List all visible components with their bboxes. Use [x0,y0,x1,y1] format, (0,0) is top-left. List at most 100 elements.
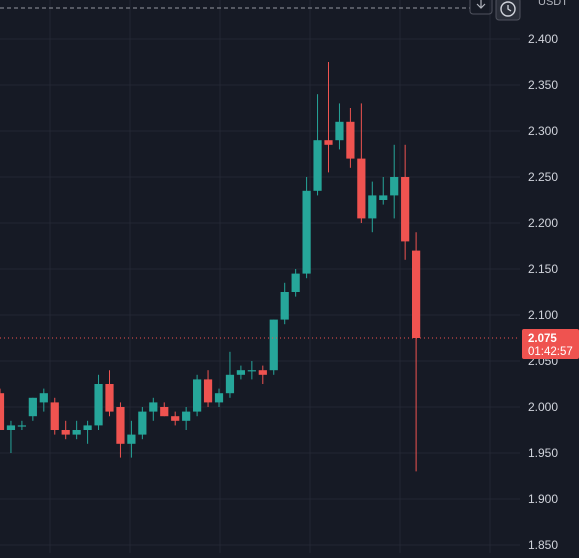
candle-body [149,402,158,412]
candle-up [269,319,278,375]
candle-down [401,144,410,260]
candle-up [127,420,136,458]
candle-up [193,374,202,417]
candle-body [280,292,289,320]
candle-down [0,388,5,430]
candle-body [171,416,180,421]
candle-body [313,140,322,191]
price-tick-label: 2.000 [528,400,558,414]
candle-down [105,370,114,417]
price-tick-label: 2.200 [528,216,558,230]
candle-body [302,190,311,274]
candle-body [258,370,267,375]
candle-body [6,425,16,430]
candle-body [83,425,92,430]
candle-body [291,273,300,292]
candle-up [6,420,16,453]
candle-down [357,103,366,223]
candle-up [236,365,245,380]
candle-body [105,384,114,412]
candle-body [160,407,169,417]
candle-body [39,393,48,403]
clock-button-frame [495,0,521,21]
countdown-label: 01:42:57 [528,346,573,358]
candle-up [138,407,147,440]
candle-body [412,250,421,338]
candle-down [203,370,213,407]
price-tick-label: 2.100 [528,308,558,322]
candle-body [61,430,70,435]
arrow-down-glyph [476,0,486,9]
candle-body [269,319,278,371]
candle-up [302,177,311,279]
clock-icon[interactable] [495,0,521,21]
currency-label: USDT [538,0,568,8]
candle-down [171,411,180,426]
candle-body [368,195,377,219]
candle-up [28,397,37,421]
candle-down [324,62,333,173]
candle-down [412,232,421,472]
candle-body [193,379,202,412]
candle-up [313,94,322,196]
arrow-button-frame [469,0,493,15]
candle-up [182,407,191,430]
price-tick-label: 2.400 [528,32,558,46]
price-axis[interactable]: 2.4002.3502.3002.2502.2002.1502.1002.050… [520,0,579,553]
candle-down [116,402,125,458]
candle-body [182,411,191,421]
candle-down [61,420,70,440]
candle-up [225,351,235,398]
candle-body [127,434,136,444]
price-tick-label: 2.250 [528,170,558,184]
arrow-down-icon[interactable] [469,0,493,15]
candle-body [214,393,224,403]
grid [0,0,520,553]
candle-body [390,177,399,196]
price-tick-label: 2.300 [528,124,558,138]
candle-body [138,411,147,435]
candle-body [94,384,103,426]
candle-up [335,103,344,150]
candle-body [50,402,59,430]
last-price-tag-background [522,329,579,359]
candle-up [280,282,289,325]
candle-body [324,140,333,145]
candles [0,62,421,472]
price-tick-label: 2.150 [528,262,558,276]
top-toolbar: USDT [0,0,568,21]
candle-up [94,374,103,430]
candle-up [149,397,158,421]
candle-down [258,365,267,384]
candle-body [236,370,245,375]
clock-face [500,1,516,17]
candle-body [225,374,235,394]
candle-up [291,269,300,297]
price-tick-label: 1.950 [528,446,558,460]
candle-body [346,121,355,159]
price-tick-label: 1.900 [528,492,558,506]
candle-body [379,195,388,200]
candle-body [335,121,344,141]
candle-up [368,181,377,233]
candle-down [50,397,59,435]
candle-down [346,108,355,168]
last-price-label: 2.075 [528,333,557,345]
candle-up [390,144,399,219]
candle-up [247,361,256,380]
candle-body [247,370,256,372]
clock-hands [507,5,512,12]
candle-body [401,177,410,242]
last-price-tag: 2.075 01:42:57 [522,329,579,359]
candle-body [116,407,125,444]
candle-up [39,388,48,412]
candle-body [72,430,81,435]
candle-down [160,402,169,417]
candle-up [72,420,81,440]
price-axis-background [520,0,579,553]
candle-up [17,420,26,430]
price-tick-label: 2.350 [528,78,558,92]
candle-body [0,393,5,430]
